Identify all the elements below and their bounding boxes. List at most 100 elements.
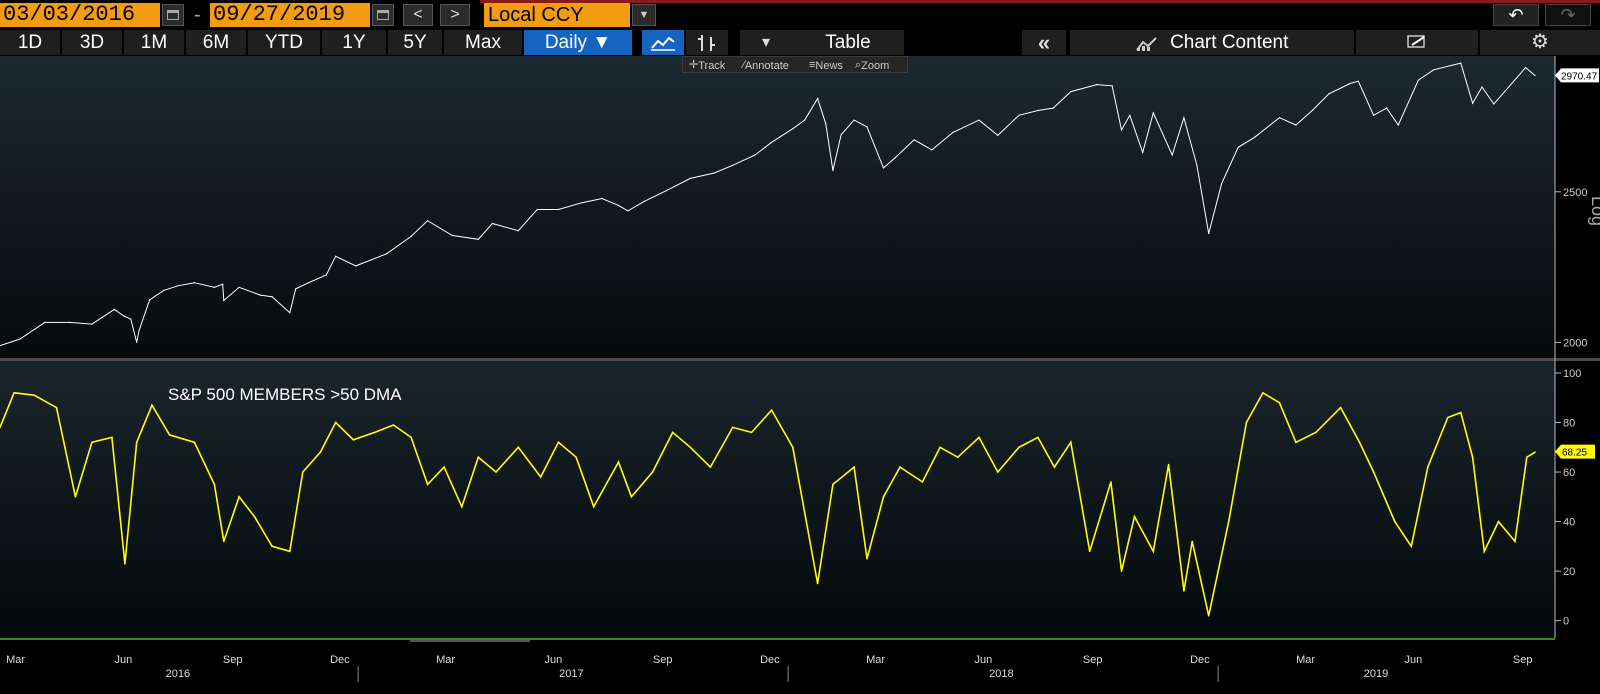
sp500-point [581, 202, 583, 204]
undo-button[interactable]: ↶ [1493, 4, 1539, 26]
sp500-point [1183, 117, 1185, 119]
breadth-point [302, 471, 304, 473]
breadth-point [592, 505, 595, 508]
breadth-point [816, 582, 819, 585]
sp500-point [952, 131, 954, 133]
breadth-point [1207, 614, 1210, 617]
panel-divider[interactable] [0, 358, 1600, 361]
sp500-point [1129, 114, 1131, 116]
sp500-point [1460, 62, 1462, 64]
end-date-field[interactable]: 09/27/2019 [210, 3, 370, 27]
month-tick-label: Mar [866, 654, 885, 666]
breadth-point [1167, 463, 1170, 466]
sp500-point [840, 134, 842, 136]
news-tool[interactable]: ≡ News [809, 59, 843, 72]
breadth-point [213, 483, 216, 486]
breadth-point [1460, 411, 1462, 414]
breadth-point [630, 496, 633, 498]
table-button[interactable]: Table [792, 30, 904, 55]
end-calendar-icon[interactable] [372, 4, 394, 26]
breadth-point [1227, 520, 1230, 523]
sp500-point [627, 210, 629, 212]
breadth-point [1152, 550, 1155, 553]
sp500-point [536, 208, 538, 211]
breadth-point [495, 471, 497, 473]
breadth-point [334, 421, 337, 424]
sp500-point [130, 318, 132, 320]
prev-period-button[interactable]: < [403, 4, 433, 26]
period-3d-button[interactable]: 3D [62, 30, 122, 55]
breadth-point [517, 446, 520, 449]
currency-dropdown-icon[interactable]: ▼ [632, 4, 656, 26]
sp500-point [853, 119, 855, 121]
sp500-point [1311, 109, 1313, 112]
month-tick-label: Dec [760, 654, 780, 666]
breadth-point [289, 550, 291, 553]
breadth-point [709, 466, 712, 468]
sp500-point [0, 345, 1, 347]
breadth-point [539, 476, 542, 478]
sp500-point [997, 134, 999, 136]
sp500-point [295, 288, 297, 290]
lower-tick-label: 0 [1563, 616, 1569, 628]
sp500-point [732, 164, 734, 166]
chart-content-button[interactable]: Chart Content [1070, 30, 1354, 55]
lower-tick-label: 80 [1563, 417, 1575, 429]
start-date-field[interactable]: 03/03/2016 [0, 3, 160, 27]
breadth-point [168, 434, 171, 436]
sp500-point [817, 98, 819, 100]
period-ytd-button[interactable]: YTD [248, 30, 320, 55]
breadth-point [866, 557, 868, 560]
period-max-button[interactable]: Max [444, 30, 522, 55]
breadth-point [750, 431, 753, 434]
annotate-tool[interactable]: ⁄ Annotate [743, 59, 789, 72]
currency-select[interactable]: Local CCY [484, 3, 630, 27]
breadth-point [1315, 431, 1317, 434]
month-tick-label: Jun [974, 654, 992, 666]
breadth-point [899, 466, 901, 468]
sp500-point [1120, 129, 1123, 131]
sp500-point [1397, 124, 1399, 126]
period-5y-button[interactable]: 5Y [388, 30, 442, 55]
breadth-point [1070, 441, 1072, 444]
period-6m-button[interactable]: 6M [186, 30, 246, 55]
sp500-point [1493, 103, 1495, 105]
frequency-select[interactable]: Daily ▼ [524, 30, 632, 55]
line-chart-icon[interactable] [642, 30, 684, 55]
breadth-point [921, 481, 924, 483]
chart-svg: 2000 2500 2970.47 0 20 40 60 80 100 68.25 Log S&… [0, 56, 1600, 682]
lower-last-value: 68.25 [1562, 448, 1587, 459]
period-1m-button[interactable]: 1M [124, 30, 184, 55]
sp500-point [1328, 93, 1330, 95]
sp500-point [259, 294, 261, 296]
sp500-price-line [0, 62, 1536, 347]
sp500-point [138, 330, 140, 332]
period-1y-button[interactable]: 1Y [322, 30, 386, 55]
period-1d-button[interactable]: 1D [0, 30, 60, 55]
collapse-panel-icon[interactable]: « [1022, 30, 1066, 55]
time-scrollbar[interactable] [410, 640, 530, 642]
next-period-button[interactable]: > [440, 4, 470, 26]
breadth-point [1053, 466, 1056, 468]
breadth-point [33, 394, 35, 397]
sp500-point [222, 283, 224, 285]
breadth-point [1372, 471, 1375, 473]
breadth-point [74, 496, 77, 498]
sp500-point [866, 126, 868, 128]
sp500-point [1237, 146, 1239, 148]
track-tool[interactable]: ✛ Track [689, 59, 726, 72]
bar-chart-type-icon[interactable] [686, 30, 728, 55]
redo-button[interactable]: ↷ [1545, 4, 1591, 26]
breadth-point [1483, 550, 1486, 553]
sp500-point [1349, 82, 1351, 85]
breadth-point [410, 436, 412, 439]
settings-gear-icon[interactable]: ⚙ [1480, 30, 1600, 55]
sp500-point [689, 177, 691, 179]
sp500-point [238, 286, 240, 288]
edit-chart-icon[interactable] [1356, 30, 1478, 55]
chart-type-dropdown-icon[interactable]: ▾ [740, 30, 792, 55]
sp500-point [355, 265, 357, 267]
start-calendar-icon[interactable] [162, 4, 184, 26]
zoom-tool[interactable]: ⌕ Zoom [855, 59, 890, 72]
sp500-point [1481, 86, 1483, 88]
